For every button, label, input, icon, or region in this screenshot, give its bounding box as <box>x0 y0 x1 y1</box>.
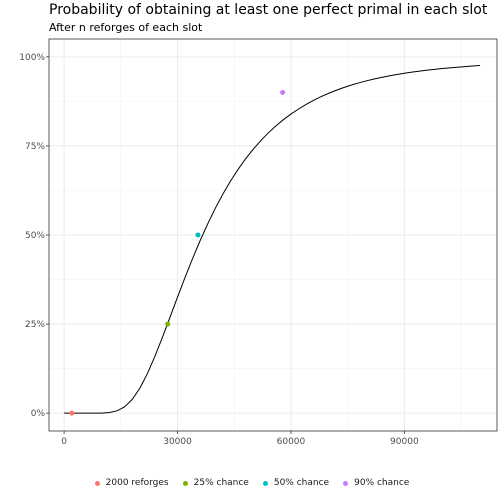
y-tick-label: 75% <box>25 142 45 152</box>
legend-key <box>94 480 100 486</box>
panel-border <box>48 38 498 432</box>
chart-title: Probability of obtaining at least one pe… <box>49 2 488 18</box>
x-tick-label: 30000 <box>163 437 192 447</box>
chart-subtitle: After n reforges of each slot <box>49 21 203 34</box>
y-tick-label: 50% <box>25 231 45 241</box>
data-point <box>195 232 201 238</box>
y-tick-label: 0% <box>31 409 46 419</box>
legend-item: 2000 reforges <box>94 478 169 488</box>
legend-key <box>182 480 188 486</box>
y-tick-label: 100% <box>19 53 45 63</box>
x-tick-label: 0 <box>61 437 67 447</box>
x-tick-label: 90000 <box>390 437 419 447</box>
legend-item: 25% chance <box>182 478 249 488</box>
y-tick-label: 25% <box>25 320 45 330</box>
legend: 2000 reforges 25% chance 50% chance 90% cha… <box>0 478 504 488</box>
data-point <box>280 89 286 95</box>
legend-item: 90% chance <box>343 478 409 488</box>
legend-label: 2000 reforges <box>105 478 169 488</box>
legend-key <box>343 480 349 486</box>
legend-label: 90% chance <box>354 478 410 488</box>
data-point <box>165 321 171 327</box>
x-tick-label: 60000 <box>277 437 306 447</box>
data-point <box>69 410 75 416</box>
series-line <box>64 65 481 414</box>
legend-label: 25% chance <box>193 478 249 488</box>
legend-key <box>262 480 268 486</box>
legend-label: 50% chance <box>273 478 330 488</box>
legend-item: 50% chance <box>262 478 330 488</box>
